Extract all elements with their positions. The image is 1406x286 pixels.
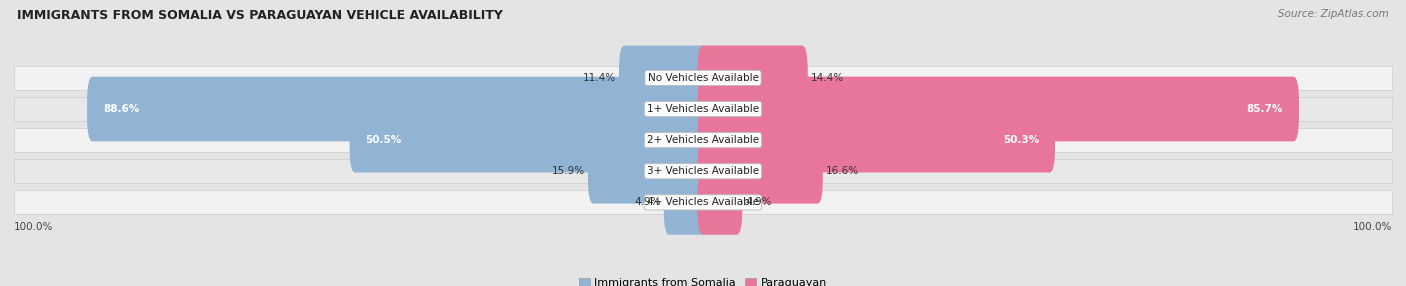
Text: 4.9%: 4.9% — [745, 197, 772, 207]
Text: 85.7%: 85.7% — [1247, 104, 1284, 114]
FancyBboxPatch shape — [697, 108, 1054, 172]
FancyBboxPatch shape — [619, 45, 709, 110]
Bar — [14, 66, 1392, 90]
Text: 4+ Vehicles Available: 4+ Vehicles Available — [647, 197, 759, 207]
FancyBboxPatch shape — [697, 45, 807, 110]
FancyBboxPatch shape — [350, 108, 709, 172]
FancyBboxPatch shape — [697, 77, 1299, 141]
FancyBboxPatch shape — [87, 77, 709, 141]
Text: 15.9%: 15.9% — [553, 166, 585, 176]
FancyBboxPatch shape — [697, 170, 742, 235]
Bar — [14, 128, 1392, 152]
Bar — [14, 190, 1392, 214]
Bar — [14, 97, 1392, 121]
Text: 1+ Vehicles Available: 1+ Vehicles Available — [647, 104, 759, 114]
Text: 50.5%: 50.5% — [366, 135, 402, 145]
Text: 3+ Vehicles Available: 3+ Vehicles Available — [647, 166, 759, 176]
Legend: Immigrants from Somalia, Paraguayan: Immigrants from Somalia, Paraguayan — [576, 276, 830, 286]
FancyBboxPatch shape — [697, 139, 823, 204]
Text: 100.0%: 100.0% — [1353, 222, 1392, 232]
FancyBboxPatch shape — [664, 170, 709, 235]
Text: 11.4%: 11.4% — [583, 73, 616, 83]
Text: Source: ZipAtlas.com: Source: ZipAtlas.com — [1278, 9, 1389, 19]
Text: 50.3%: 50.3% — [1002, 135, 1039, 145]
FancyBboxPatch shape — [588, 139, 709, 204]
Bar — [14, 159, 1392, 183]
Text: 88.6%: 88.6% — [103, 104, 139, 114]
Text: 14.4%: 14.4% — [810, 73, 844, 83]
Text: No Vehicles Available: No Vehicles Available — [648, 73, 758, 83]
Text: IMMIGRANTS FROM SOMALIA VS PARAGUAYAN VEHICLE AVAILABILITY: IMMIGRANTS FROM SOMALIA VS PARAGUAYAN VE… — [17, 9, 503, 21]
Text: 2+ Vehicles Available: 2+ Vehicles Available — [647, 135, 759, 145]
Text: 16.6%: 16.6% — [825, 166, 859, 176]
Text: 100.0%: 100.0% — [14, 222, 53, 232]
Text: 4.9%: 4.9% — [634, 197, 661, 207]
